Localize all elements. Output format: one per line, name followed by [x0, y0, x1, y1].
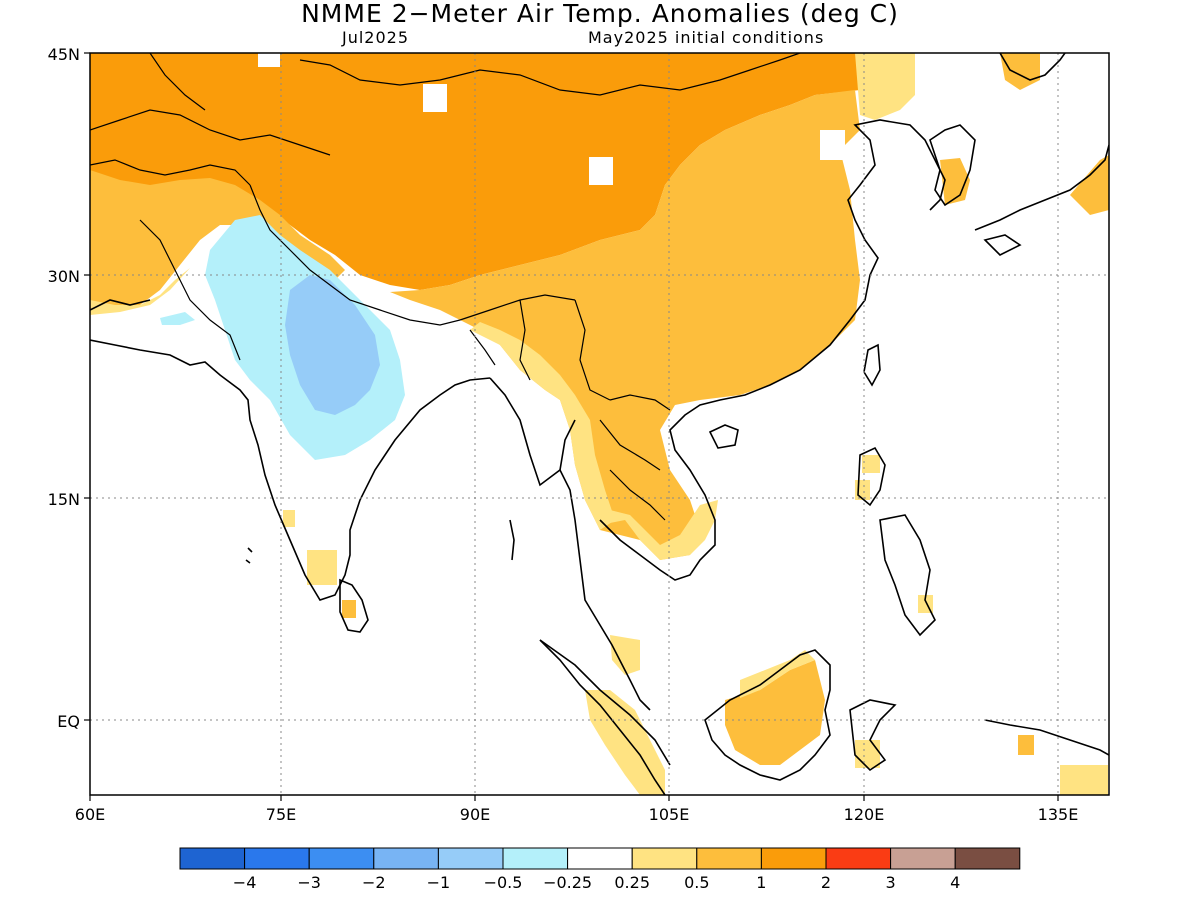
map-frame — [89, 52, 1110, 796]
colorbar-swatch — [437, 847, 504, 870]
graticule — [90, 53, 1109, 795]
colorbar-label: −0.5 — [484, 873, 523, 892]
anomaly-pixel-sulawesi — [855, 740, 880, 768]
anomaly-region-1-to-2 — [90, 53, 860, 290]
anomaly-region-0.25-to-0.5-indochina — [600, 500, 718, 560]
colorbar-swatch — [631, 847, 698, 870]
colorbar-swatch — [567, 847, 633, 870]
anomaly-region-0.5-to-1-west — [90, 170, 345, 310]
axis-ticks — [84, 52, 1059, 801]
colorbar-swatch — [373, 847, 439, 870]
colorbar-label: −1 — [427, 873, 451, 892]
colorbar-swatch — [954, 847, 1021, 870]
colorbar-swatch — [825, 847, 892, 870]
anomaly-region-0.25-to-0.5-myanmar — [470, 322, 615, 530]
colorbar-label: 2 — [821, 873, 831, 892]
lat-tick-label: 15N — [48, 490, 80, 509]
anomaly-region-0.5-to-1-borneo — [725, 660, 825, 765]
colorbar-swatch — [308, 847, 375, 870]
lon-tick-label: 135E — [1038, 805, 1079, 824]
coastlines — [90, 53, 1109, 795]
colorbar-label: −4 — [233, 873, 257, 892]
anomaly-region-0.25-to-0.5-sumatra — [585, 690, 665, 795]
colorbar-label: −3 — [297, 873, 321, 892]
anomaly-pixel-india-south — [307, 550, 337, 585]
colorbar-label: 0.25 — [614, 873, 650, 892]
lat-tick-label: 45N — [48, 45, 80, 64]
nodata-pixel — [423, 84, 447, 112]
anomaly-pixel-luzon-south — [855, 480, 870, 500]
colorbar-label: 0.5 — [684, 873, 709, 892]
map-field — [90, 53, 1109, 795]
anomaly-region-neg0.5-to-neg1-india — [285, 275, 380, 415]
anomaly-region-0.5-to-1-china — [390, 90, 860, 560]
anomaly-region-neg0.25-to-neg0.5-patch — [160, 312, 195, 325]
anomaly-pixel-newguinea — [1018, 735, 1034, 755]
lon-tick-label: 90E — [460, 805, 490, 824]
nodata-pixel — [589, 157, 613, 185]
country-borders — [90, 53, 801, 521]
colorbar-swatch — [696, 847, 762, 870]
colorbar: −4 −3 −2 −1 −0.5 −0.25 0.25 0.5 1 2 3 4 — [179, 847, 1021, 892]
anomaly-region-0.25-to-0.5-malay — [610, 635, 640, 675]
anomaly-region-0.5-to-1-korea-south — [940, 158, 970, 205]
colorbar-label: 3 — [886, 873, 896, 892]
lon-tick-label: 60E — [75, 805, 105, 824]
forecast-month: Jul2025 — [342, 28, 410, 47]
colorbar-swatch — [890, 847, 956, 870]
nodata-pixel — [258, 53, 280, 67]
initial-conditions: May2025 initial conditions — [588, 28, 825, 47]
lon-tick-label: 120E — [844, 805, 885, 824]
anomaly-pixel-india-west — [283, 510, 295, 527]
anomaly-region-0.25-to-0.5-korea — [855, 53, 915, 120]
anomaly-pixel-newguinea-south — [1060, 765, 1108, 795]
colorbar-swatch — [760, 847, 827, 870]
colorbar-label: −0.25 — [543, 873, 592, 892]
colorbar-swatch — [502, 847, 569, 870]
nodata-pixel — [820, 130, 845, 160]
colorbar-label: 4 — [950, 873, 960, 892]
colorbar-swatch — [244, 847, 310, 870]
lon-tick-label: 105E — [649, 805, 690, 824]
lat-tick-label: 30N — [48, 267, 80, 286]
colorbar-label: −2 — [362, 873, 386, 892]
map-title: NMME 2−Meter Air Temp. Anomalies (deg C) — [301, 0, 899, 28]
anomaly-region-0.25-to-0.5-pakistan — [90, 268, 190, 315]
colorbar-label: 1 — [756, 873, 766, 892]
colorbar-swatch — [179, 847, 246, 870]
lat-tick-label: EQ — [57, 712, 80, 731]
anomaly-pixel-luzon — [862, 455, 880, 473]
lon-tick-label: 75E — [266, 805, 296, 824]
anomaly-region-0.5-to-1-honshu — [1070, 155, 1109, 215]
anomaly-pixel-srilanka — [342, 600, 356, 618]
